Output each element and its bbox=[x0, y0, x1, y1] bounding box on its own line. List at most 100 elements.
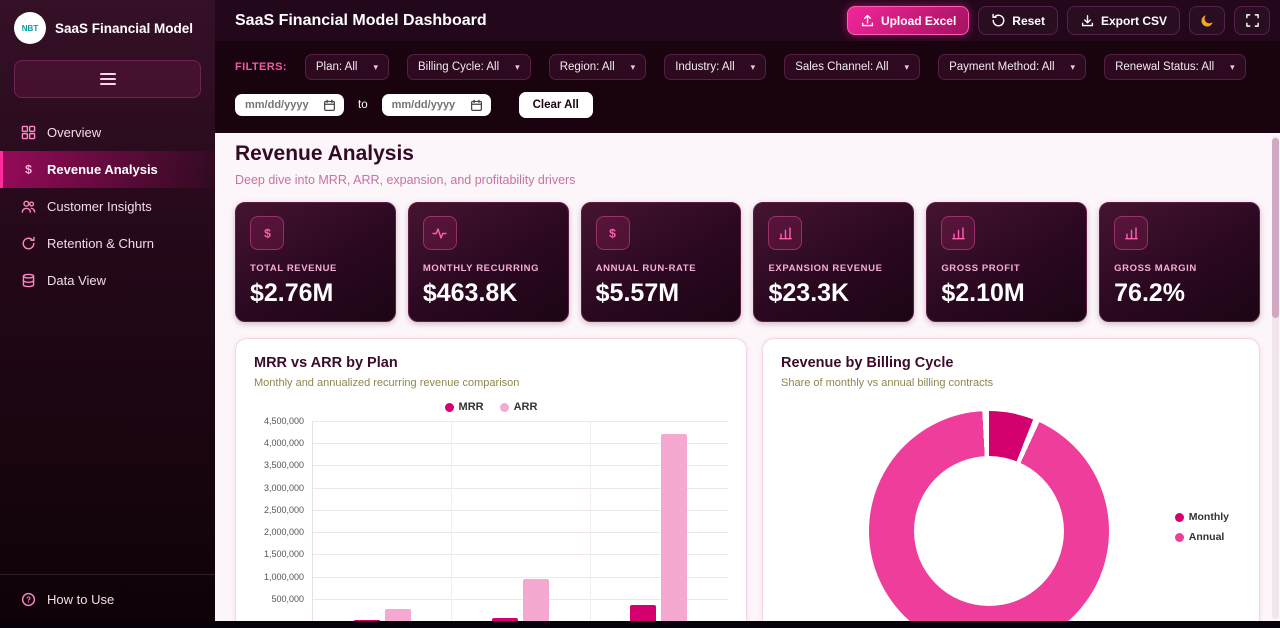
legend-label: Monthly bbox=[1189, 511, 1229, 523]
vertical-scrollbar[interactable] bbox=[1272, 136, 1279, 619]
sidebar-item-retention-churn[interactable]: Retention & Churn bbox=[0, 225, 215, 262]
bar-group bbox=[590, 421, 728, 621]
filter-dropdown-plan[interactable]: Plan: All▾ bbox=[305, 54, 389, 80]
kpi-label: TOTAL REVENUE bbox=[250, 263, 381, 274]
users-icon bbox=[21, 199, 36, 214]
refresh-icon bbox=[21, 236, 36, 251]
filter-row-2: to Clear All bbox=[235, 92, 1280, 118]
export-csv-label: Export CSV bbox=[1101, 14, 1167, 28]
chart-subtitle: Share of monthly vs annual billing contr… bbox=[781, 377, 1241, 389]
kpi-card-gross-margin: GROSS MARGIN76.2% bbox=[1099, 202, 1260, 322]
filter-dropdown-region[interactable]: Region: All▾ bbox=[549, 54, 647, 80]
hamburger-icon bbox=[100, 73, 116, 85]
svg-text:$: $ bbox=[609, 226, 616, 240]
export-csv-button[interactable]: Export CSV bbox=[1067, 6, 1180, 35]
legend-label: MRR bbox=[459, 401, 484, 413]
filter-bar: FILTERS: Plan: All▾Billing Cycle: All▾Re… bbox=[215, 41, 1280, 133]
bar-arr bbox=[385, 609, 411, 621]
bar-arr bbox=[523, 579, 549, 621]
upload-excel-button[interactable]: Upload Excel bbox=[847, 6, 969, 35]
dollar-icon: $ bbox=[21, 162, 36, 177]
page-subtitle: Deep dive into MRR, ARR, expansion, and … bbox=[235, 173, 1260, 187]
bar-chart-y-axis: 500,0001,000,0001,500,0002,000,0002,500,… bbox=[254, 421, 312, 621]
svg-text:?: ? bbox=[26, 595, 31, 604]
kpi-card-total-revenue: $ TOTAL REVENUE $2.76M bbox=[235, 202, 396, 322]
dropdown-value: Plan: All bbox=[316, 61, 358, 73]
charts-row: MRR vs ARR by Plan Monthly and annualize… bbox=[235, 338, 1260, 628]
sidebar-collapse-button[interactable] bbox=[14, 60, 201, 98]
main-content: Revenue Analysis Deep dive into MRR, ARR… bbox=[215, 133, 1280, 628]
dropdown-value: Region: All bbox=[560, 61, 615, 73]
svg-text:$: $ bbox=[25, 163, 32, 177]
bar-chart-icon bbox=[951, 226, 966, 241]
kpi-card-expansion-revenue: EXPANSION REVENUE$23.3K bbox=[753, 202, 914, 322]
kpi-icon-tile bbox=[423, 216, 457, 250]
date-to-input[interactable] bbox=[390, 98, 464, 112]
legend-dot bbox=[1175, 533, 1184, 542]
filter-dropdown-renewal-status[interactable]: Renewal Status: All▾ bbox=[1104, 54, 1246, 80]
filter-dropdown-payment-method[interactable]: Payment Method: All ▾ bbox=[938, 54, 1086, 80]
chart-subtitle: Monthly and annualized recurring revenue… bbox=[254, 377, 728, 389]
fullscreen-icon bbox=[1245, 13, 1260, 28]
scrollbar-thumb[interactable] bbox=[1272, 138, 1279, 318]
dollar-icon: $ bbox=[260, 226, 275, 241]
app-logo: NBT bbox=[14, 12, 46, 44]
kpi-card-gross-profit: GROSS PROFIT$2.10M bbox=[926, 202, 1087, 322]
kpi-row: $TOTAL REVENUE$2.76MMONTHLY RECURRING$46… bbox=[235, 202, 1260, 322]
date-to-field[interactable] bbox=[382, 94, 491, 116]
theme-toggle-button[interactable] bbox=[1189, 6, 1225, 35]
bar-group bbox=[313, 421, 451, 621]
clear-all-button[interactable]: Clear All bbox=[519, 92, 593, 118]
date-from-field[interactable] bbox=[235, 94, 344, 116]
kpi-value: $2.76M bbox=[250, 279, 381, 308]
legend-item-monthly: Monthly bbox=[1175, 511, 1229, 523]
kpi-icon-tile: $ bbox=[250, 216, 284, 250]
sidebar-item-label: Revenue Analysis bbox=[47, 162, 158, 177]
sidebar-item-overview[interactable]: Overview bbox=[0, 114, 215, 151]
kpi-value: $5.57M bbox=[596, 279, 727, 308]
reset-icon bbox=[991, 13, 1006, 28]
chevron-down-icon: ▾ bbox=[515, 62, 520, 73]
reset-button[interactable]: Reset bbox=[978, 6, 1058, 35]
dollar-icon: $ bbox=[605, 226, 620, 241]
sidebar-item-data-view[interactable]: Data View bbox=[0, 262, 215, 299]
grid-icon bbox=[21, 125, 36, 140]
y-axis-tick-label: 4,500,000 bbox=[264, 416, 304, 426]
how-to-use-button[interactable]: ? How to Use bbox=[0, 581, 215, 618]
legend-dot bbox=[1175, 513, 1184, 522]
legend-item-arr: ARR bbox=[500, 401, 538, 413]
kpi-icon-tile bbox=[941, 216, 975, 250]
filter-dropdown-industry[interactable]: Industry: All▾ bbox=[664, 54, 766, 80]
sidebar-item-customer-insights[interactable]: Customer Insights bbox=[0, 188, 215, 225]
filter-dropdown-billing-cycle[interactable]: Billing Cycle: All▾ bbox=[407, 54, 531, 80]
sidebar-item-revenue-analysis[interactable]: $ Revenue Analysis bbox=[0, 151, 215, 188]
y-axis-tick-label: 1,500,000 bbox=[264, 549, 304, 559]
y-axis-tick-label: 2,000,000 bbox=[264, 527, 304, 537]
dropdown-value: Payment Method: All bbox=[949, 61, 1054, 73]
kpi-icon-tile bbox=[1114, 216, 1148, 250]
app-title: SaaS Financial Model bbox=[55, 21, 193, 36]
kpi-value: 76.2% bbox=[1114, 279, 1245, 308]
bar-chart: 500,0001,000,0001,500,0002,000,0002,500,… bbox=[254, 421, 728, 621]
fullscreen-button[interactable] bbox=[1234, 6, 1270, 35]
legend-item-mrr: MRR bbox=[445, 401, 484, 413]
sidebar-item-label: Overview bbox=[47, 125, 101, 140]
filters-label: FILTERS: bbox=[235, 61, 287, 73]
kpi-label: EXPANSION REVENUE bbox=[768, 263, 899, 274]
y-axis-tick-label: 3,000,000 bbox=[264, 483, 304, 493]
legend-label: ARR bbox=[514, 401, 538, 413]
chevron-down-icon: ▾ bbox=[1230, 62, 1235, 73]
bar-chart-icon bbox=[1124, 226, 1139, 241]
filter-row-1: FILTERS: Plan: All▾Billing Cycle: All▾Re… bbox=[235, 54, 1280, 80]
bar-arr bbox=[661, 434, 687, 621]
y-axis-tick-label: 2,500,000 bbox=[264, 505, 304, 515]
upload-excel-label: Upload Excel bbox=[881, 14, 956, 28]
chevron-down-icon: ▾ bbox=[1071, 62, 1076, 73]
date-from-input[interactable] bbox=[243, 98, 317, 112]
filter-dropdown-sales-channel[interactable]: Sales Channel: All▾ bbox=[784, 54, 920, 80]
download-icon bbox=[1080, 13, 1095, 28]
kpi-value: $463.8K bbox=[423, 279, 554, 308]
dropdown-value: Sales Channel: All bbox=[795, 61, 888, 73]
database-icon bbox=[21, 273, 36, 288]
header: SaaS Financial Model Dashboard Upload Ex… bbox=[215, 0, 1280, 41]
